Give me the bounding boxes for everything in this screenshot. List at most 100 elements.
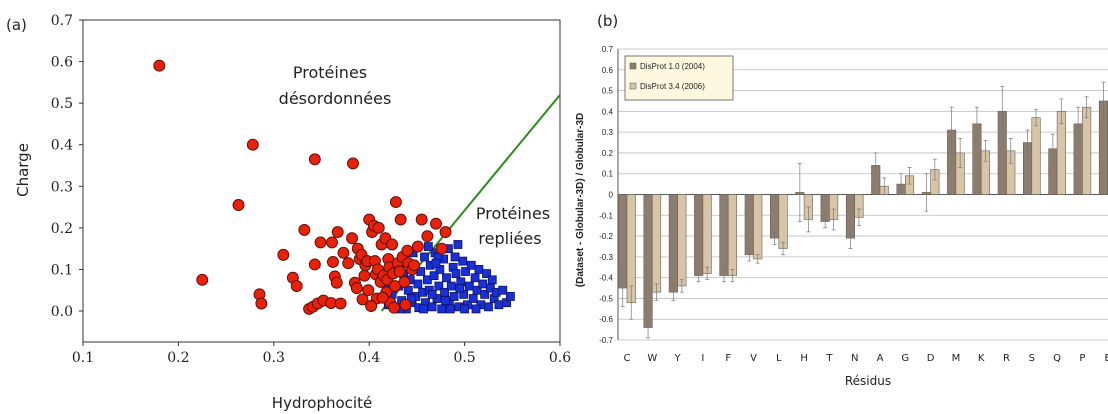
y-tick-label: 0.1 (51, 262, 73, 278)
circle-point (362, 284, 375, 297)
category-label: L (776, 353, 782, 364)
y-tick-label: -0.1 (599, 211, 613, 220)
circle-point (376, 291, 389, 304)
circle-point (430, 217, 442, 230)
circle-point (331, 226, 344, 238)
x-axis-ticks: 0.1 0.2 0.3 0.4 0.5 0.6 (72, 342, 571, 366)
circle-point (408, 259, 420, 272)
square-point (423, 242, 433, 251)
bar (778, 194, 788, 249)
y-tick-label: 0.6 (602, 66, 614, 75)
y-tick-label: 0.6 (51, 55, 73, 71)
y-tick-label: 0.7 (51, 13, 73, 29)
legend: DisProt 1.0 (2004) DisProt 3.4 (2006) (624, 55, 734, 101)
circle-point (308, 153, 321, 166)
bar (1031, 117, 1041, 195)
square-point (429, 271, 439, 281)
circle-point (314, 236, 327, 249)
circle-point (388, 301, 400, 314)
square-point (427, 289, 437, 299)
square-point (455, 283, 465, 293)
y-tick-label: -0.6 (599, 315, 613, 324)
y-tick-label: 0.5 (602, 87, 614, 96)
circle-point (386, 238, 399, 251)
square-point (449, 292, 459, 301)
circle-point (415, 213, 428, 226)
bar (677, 194, 687, 287)
y-tick-label: 0.4 (51, 138, 73, 154)
category-label: S (1029, 353, 1035, 364)
y-tick-label: 0.1 (602, 170, 614, 179)
circle-point (398, 275, 411, 288)
bar (694, 194, 704, 276)
square-point (437, 304, 447, 314)
circle-point (246, 138, 259, 151)
x-axis-label: Hydrophocité (272, 394, 372, 412)
y-axis-label: (Dataset - Globular-3D) / Globular-3D (575, 113, 586, 287)
annotations: Protéines désordonnées Protéines repliées (279, 63, 550, 248)
bar (1082, 106, 1092, 195)
category-label: E (1105, 353, 1108, 364)
x-tick-label: 0.3 (263, 350, 285, 366)
square-point (505, 292, 515, 301)
circle-point (350, 282, 363, 295)
category-label: M (952, 353, 961, 364)
bars (618, 100, 1108, 328)
circle-point (399, 298, 412, 311)
square-point (471, 304, 481, 314)
circle-point (365, 300, 378, 312)
square-point (434, 281, 444, 291)
annotation-folded: Protéines repliées (476, 204, 550, 248)
x-tick-label: 0.4 (358, 350, 380, 366)
square-point (446, 281, 456, 291)
error-bars (620, 81, 1106, 339)
square-point (419, 304, 428, 314)
circle-point (153, 59, 166, 72)
x-axis-label: Résidus (845, 374, 891, 388)
y-axis-ticks: 0.7 0.6 0.5 0.4 0.3 0.2 0.1 0 -0.1 -0.2 -0.3 -0.4 -0… (599, 45, 613, 345)
bar (719, 194, 729, 276)
category-label: Y (674, 353, 682, 364)
square-point (468, 294, 478, 303)
category-label: V (750, 353, 757, 364)
circle-point (421, 230, 434, 243)
square-point (474, 265, 484, 274)
y-tick-label: -0.2 (599, 232, 613, 241)
annotation-line: repliées (478, 229, 541, 248)
y-tick-label: 0.7 (602, 45, 614, 54)
category-label: I (701, 353, 704, 364)
category-label: G (901, 353, 909, 364)
circle-point (439, 226, 452, 238)
circle-point (435, 242, 448, 255)
bar-panel: (b) 0.7 0.6 0.5 0.4 0.3 0.2 0.1 0 -0.1 -0.2 -0.3 -0… (575, 12, 1108, 388)
x-tick-label: 0.5 (453, 350, 475, 366)
circle-point (347, 157, 359, 170)
bar (753, 194, 763, 260)
legend-box (624, 55, 734, 101)
circle-point (342, 257, 355, 270)
square-point (442, 273, 451, 283)
y-tick-label: 0.3 (602, 128, 614, 137)
category-label: R (1003, 353, 1010, 364)
category-label: W (647, 353, 657, 364)
category-label: K (978, 353, 985, 364)
x-tick-label: 0.2 (167, 350, 189, 366)
circle-point (337, 246, 350, 259)
y-tick-label: 0.3 (51, 179, 73, 195)
bar (651, 194, 662, 293)
category-label: N (851, 353, 858, 364)
circle-point (401, 244, 414, 257)
square-point (460, 304, 470, 314)
circle-point (389, 196, 402, 209)
square-point (482, 269, 491, 278)
data-points (153, 59, 515, 315)
y-tick-label: 0.5 (51, 96, 73, 112)
circle-point (326, 236, 338, 249)
square-point (431, 258, 441, 268)
square-point (420, 252, 429, 262)
circle-point (358, 269, 371, 282)
square-point (464, 281, 474, 291)
annotation-line: désordonnées (279, 89, 392, 108)
square-point (470, 273, 480, 283)
